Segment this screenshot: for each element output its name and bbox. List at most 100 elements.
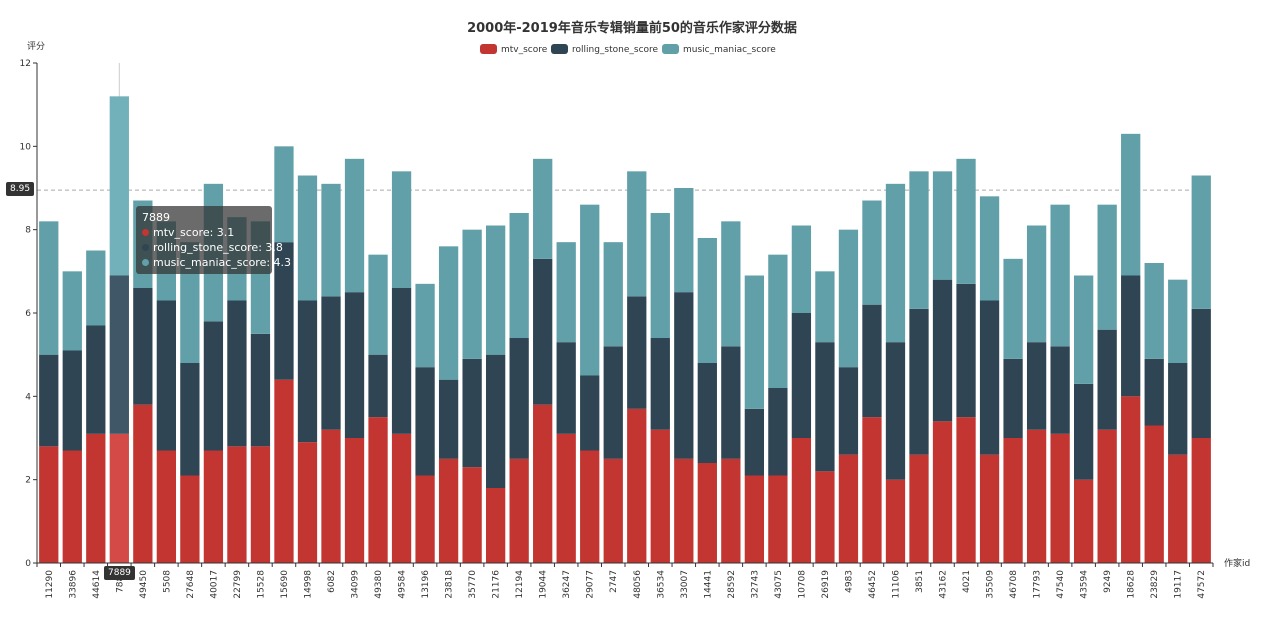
bar-rolling_stone_score[interactable]	[1144, 358, 1164, 426]
bar-music_maniac_score[interactable]	[462, 229, 482, 359]
bar-mtv_score[interactable]	[462, 467, 482, 563]
bar-music_maniac_score[interactable]	[674, 188, 694, 293]
bar-rolling_stone_score[interactable]	[203, 321, 224, 451]
bar-mtv_score[interactable]	[509, 458, 529, 563]
bar-music_maniac_score[interactable]	[909, 171, 929, 309]
bar-rolling_stone_score[interactable]	[932, 279, 953, 422]
bar-mtv_score[interactable]	[533, 404, 553, 563]
bar-music_maniac_score[interactable]	[1003, 258, 1023, 359]
bar-rolling_stone_score[interactable]	[909, 308, 929, 455]
bar-music_maniac_score[interactable]	[509, 213, 529, 338]
legend-item[interactable]: mtv_score	[480, 44, 548, 55]
bar-rolling_stone_score[interactable]	[509, 338, 529, 459]
bar-mtv_score[interactable]	[415, 475, 435, 564]
bar-rolling_stone_score[interactable]	[956, 283, 976, 418]
bar-rolling_stone_score[interactable]	[1191, 308, 1211, 438]
bar-mtv_score[interactable]	[580, 450, 600, 564]
bar-rolling_stone_score[interactable]	[391, 288, 412, 434]
bar-mtv_score[interactable]	[297, 442, 318, 563]
bar-rolling_stone_score[interactable]	[344, 292, 365, 438]
bar-mtv_score[interactable]	[556, 433, 576, 563]
bar-music_maniac_score[interactable]	[650, 213, 670, 338]
bar-mtv_score[interactable]	[909, 454, 929, 563]
bar-mtv_score[interactable]	[885, 479, 906, 563]
bar-music_maniac_score[interactable]	[86, 250, 106, 326]
bar-mtv_score[interactable]	[768, 475, 788, 564]
bar-mtv_score[interactable]	[274, 379, 294, 563]
bar-mtv_score[interactable]	[39, 446, 59, 563]
legend[interactable]: mtv_score rolling_stone_score music_maniac…	[480, 44, 776, 55]
bar-mtv_score[interactable]	[674, 458, 694, 563]
bar-mtv_score[interactable]	[1168, 454, 1188, 563]
bar-mtv_score[interactable]	[321, 429, 341, 563]
bar-mtv_score[interactable]	[1026, 429, 1047, 563]
bar-rolling_stone_score[interactable]	[580, 375, 600, 451]
bar-rolling_stone_score[interactable]	[838, 367, 859, 455]
bar-rolling_stone_score[interactable]	[321, 296, 341, 430]
bar-mtv_score[interactable]	[697, 463, 717, 563]
bar-music_maniac_score[interactable]	[862, 200, 882, 305]
bar-rolling_stone_score[interactable]	[1073, 383, 1094, 480]
bar-rolling_stone_score[interactable]	[156, 300, 177, 451]
bar-music_maniac_score[interactable]	[415, 283, 435, 368]
bar-mtv_score[interactable]	[109, 433, 129, 563]
bar-mtv_score[interactable]	[438, 458, 459, 563]
bar-rolling_stone_score[interactable]	[368, 354, 388, 418]
bar-music_maniac_score[interactable]	[1121, 133, 1141, 276]
bar-rolling_stone_score[interactable]	[250, 333, 271, 447]
bar-mtv_score[interactable]	[133, 404, 153, 563]
bar-music_maniac_score[interactable]	[627, 171, 647, 297]
bar-rolling_stone_score[interactable]	[227, 300, 247, 447]
bar-rolling_stone_score[interactable]	[1050, 346, 1070, 434]
bar-rolling_stone_score[interactable]	[86, 325, 106, 434]
bar-music_maniac_score[interactable]	[556, 242, 576, 343]
legend-item[interactable]: rolling_stone_score	[551, 44, 659, 55]
bar-rolling_stone_score[interactable]	[297, 300, 318, 443]
bar-mtv_score[interactable]	[791, 438, 812, 563]
bar-rolling_stone_score[interactable]	[133, 288, 153, 405]
bar-rolling_stone_score[interactable]	[438, 379, 459, 459]
bar-rolling_stone_score[interactable]	[180, 363, 200, 476]
bar-mtv_score[interactable]	[1191, 438, 1211, 563]
bar-mtv_score[interactable]	[979, 454, 1000, 563]
bar-music_maniac_score[interactable]	[1144, 263, 1164, 359]
bar-music_maniac_score[interactable]	[274, 146, 294, 243]
bar-mtv_score[interactable]	[815, 471, 835, 563]
bar-mtv_score[interactable]	[1073, 479, 1094, 563]
bar-rolling_stone_score[interactable]	[533, 258, 553, 405]
bar-music_maniac_score[interactable]	[744, 275, 765, 409]
bar-music_maniac_score[interactable]	[838, 229, 859, 368]
bar-mtv_score[interactable]	[250, 446, 271, 563]
bar-music_maniac_score[interactable]	[109, 96, 129, 276]
bar-music_maniac_score[interactable]	[1026, 225, 1047, 343]
bar-music_maniac_score[interactable]	[603, 242, 623, 347]
bar-rolling_stone_score[interactable]	[274, 242, 294, 380]
bar-rolling_stone_score[interactable]	[39, 354, 59, 447]
bar-rolling_stone_score[interactable]	[1121, 275, 1141, 397]
bar-music_maniac_score[interactable]	[956, 158, 976, 284]
bar-rolling_stone_score[interactable]	[744, 408, 765, 476]
bar-music_maniac_score[interactable]	[697, 238, 717, 363]
bar-mtv_score[interactable]	[344, 438, 365, 563]
bar-rolling_stone_score[interactable]	[415, 367, 435, 476]
bar-music_maniac_score[interactable]	[932, 171, 953, 280]
bar-mtv_score[interactable]	[956, 417, 976, 563]
bar-mtv_score[interactable]	[627, 408, 647, 563]
bar-music_maniac_score[interactable]	[485, 225, 506, 355]
bar-music_maniac_score[interactable]	[297, 175, 318, 301]
bar-music_maniac_score[interactable]	[438, 246, 459, 380]
bar-mtv_score[interactable]	[62, 450, 82, 564]
bar-music_maniac_score[interactable]	[768, 254, 788, 388]
bar-rolling_stone_score[interactable]	[674, 292, 694, 459]
bar-music_maniac_score[interactable]	[791, 225, 812, 314]
bar-rolling_stone_score[interactable]	[815, 342, 835, 472]
bar-music_maniac_score[interactable]	[1073, 275, 1094, 384]
bar-rolling_stone_score[interactable]	[862, 304, 882, 418]
bar-music_maniac_score[interactable]	[1050, 204, 1070, 347]
bar-mtv_score[interactable]	[650, 429, 670, 563]
bar-rolling_stone_score[interactable]	[979, 300, 1000, 455]
bar-mtv_score[interactable]	[1003, 438, 1023, 563]
bar-music_maniac_score[interactable]	[1191, 175, 1211, 309]
bar-rolling_stone_score[interactable]	[556, 342, 576, 434]
bar-rolling_stone_score[interactable]	[462, 358, 482, 468]
